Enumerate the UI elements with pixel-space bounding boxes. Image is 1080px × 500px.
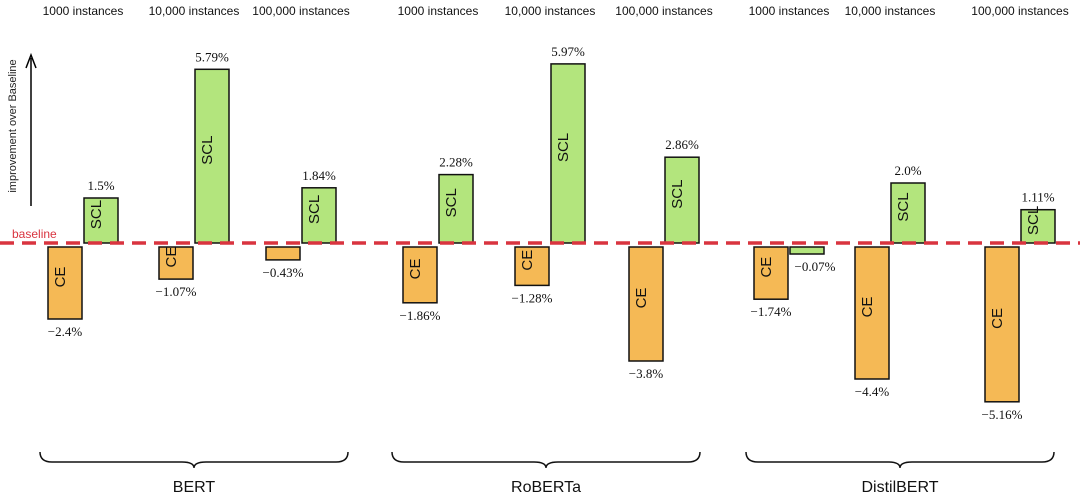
ce-bar-tag-4: CE bbox=[519, 250, 536, 271]
ce-bar-8 bbox=[984, 246, 1020, 403]
scl-value-label-0: 1.5% bbox=[87, 178, 114, 193]
ce-bar-tag-1: CE bbox=[163, 247, 180, 268]
ce-bar-2 bbox=[265, 246, 301, 261]
ce-bar-tag-7: CE bbox=[859, 297, 876, 318]
size-label-bert-2: 100,000 instances bbox=[252, 4, 349, 18]
scl-bar-tag-2: SCL bbox=[306, 195, 323, 224]
brace-bert bbox=[39, 451, 349, 469]
model-label-bert: BERT bbox=[173, 479, 216, 496]
scl-bar-tag-8: SCL bbox=[1025, 206, 1042, 235]
size-label-distilbert-2: 100,000 instances bbox=[971, 4, 1068, 18]
size-label-roberta-2: 100,000 instances bbox=[615, 4, 712, 18]
ce-bar-tag-5: CE bbox=[633, 288, 650, 309]
ce-bar-tag-0: CE bbox=[52, 267, 69, 288]
scl-value-label-5: 2.86% bbox=[665, 137, 699, 152]
scl-bar-2 bbox=[301, 187, 337, 244]
ce-value-label-3: −1.86% bbox=[400, 308, 441, 323]
scl-bar-tag-3: SCL bbox=[443, 188, 460, 217]
ce-bar-tag-3: CE bbox=[407, 258, 424, 279]
y-axis-arrowhead bbox=[25, 52, 37, 69]
scl-value-label-2: 1.84% bbox=[302, 168, 336, 183]
scl-value-label-3: 2.28% bbox=[439, 155, 473, 170]
scl-value-label-1: 5.79% bbox=[195, 49, 229, 64]
scl-bar-tag-5: SCL bbox=[669, 180, 686, 209]
baseline-label: baseline bbox=[12, 227, 57, 241]
scl-bar-tag-4: SCL bbox=[555, 133, 572, 162]
ce-value-label-7: −4.4% bbox=[855, 384, 890, 399]
scl-value-label-7: 2.0% bbox=[894, 163, 921, 178]
scl-bar-3 bbox=[438, 173, 474, 244]
ce-value-label-4: −1.28% bbox=[512, 290, 553, 305]
ce-value-label-2: −0.43% bbox=[263, 265, 304, 280]
ce-bar-tag-6: CE bbox=[758, 257, 775, 278]
ce-bar-6 bbox=[753, 246, 789, 300]
ce-value-label-0: −2.4% bbox=[48, 324, 83, 339]
size-label-bert-1: 10,000 instances bbox=[149, 4, 240, 18]
scl-bar-6 bbox=[789, 246, 825, 255]
ce-bar-3 bbox=[402, 246, 438, 304]
scl-bar-tag-0: SCL bbox=[88, 200, 105, 229]
brace-roberta bbox=[391, 451, 701, 469]
y-axis-label: improvement over Baseline bbox=[7, 59, 19, 192]
ce-bar-tag-8: CE bbox=[989, 308, 1006, 329]
size-label-distilbert-1: 10,000 instances bbox=[845, 4, 936, 18]
size-label-roberta-1: 10,000 instances bbox=[505, 4, 596, 18]
ce-bar-7 bbox=[854, 246, 890, 380]
model-label-roberta: RoBERTa bbox=[511, 479, 581, 496]
brace-distilbert bbox=[745, 451, 1055, 469]
ce-value-label-1: −1.07% bbox=[156, 284, 197, 299]
model-label-distilbert: DistilBERT bbox=[861, 479, 938, 496]
ce-value-label-6: −1.74% bbox=[751, 304, 792, 319]
size-label-bert-0: 1000 instances bbox=[43, 4, 124, 18]
size-label-distilbert-0: 1000 instances bbox=[749, 4, 830, 18]
ce-value-label-8: −5.16% bbox=[982, 407, 1023, 422]
ce-value-label-5: −3.8% bbox=[629, 366, 664, 381]
ce-bar-4 bbox=[514, 246, 550, 287]
scl-bar-5 bbox=[664, 156, 700, 244]
scl-bar-4 bbox=[550, 63, 586, 244]
scl-value-label-8: 1.11% bbox=[1021, 190, 1054, 205]
scl-bar-tag-1: SCL bbox=[199, 136, 216, 165]
scl-value-label-4: 5.97% bbox=[551, 44, 585, 59]
size-label-roberta-0: 1000 instances bbox=[398, 4, 479, 18]
scl-bar-1 bbox=[194, 68, 230, 244]
scl-bar-tag-7: SCL bbox=[895, 192, 912, 221]
scl-value-label-6: −0.07% bbox=[795, 259, 836, 274]
ce-bar-5 bbox=[628, 246, 664, 362]
ce-bar-1 bbox=[158, 246, 194, 280]
scl-bar-7 bbox=[890, 182, 926, 244]
ce-bar-0 bbox=[47, 246, 83, 320]
scl-bar-0 bbox=[83, 197, 119, 244]
